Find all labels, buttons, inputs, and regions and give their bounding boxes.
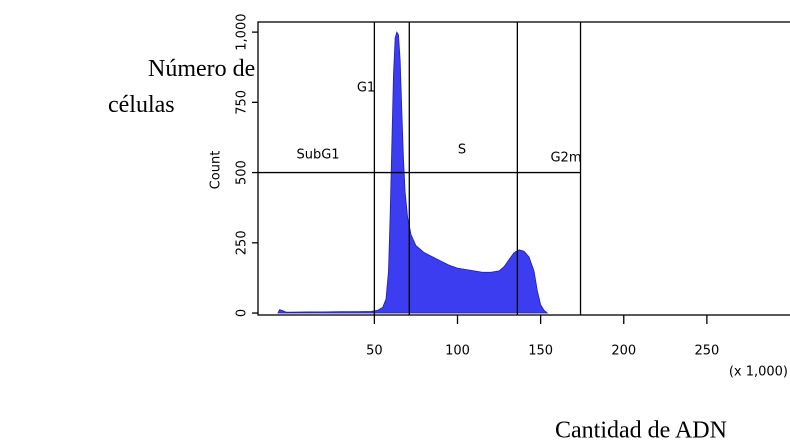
y-tick-label: 250 — [235, 230, 250, 255]
gate-label: G2m — [550, 151, 581, 166]
x-tick-label: 50 — [366, 344, 383, 359]
y-tick-label: 1,000 — [235, 14, 250, 51]
plot-frame — [257, 21, 790, 316]
y-tick-label: 0 — [235, 309, 250, 317]
x-tick-label: 150 — [528, 344, 553, 359]
outer-y-label: Número de células — [108, 56, 255, 118]
x-tick-label: 250 — [694, 344, 719, 359]
x-tick-label: 200 — [611, 344, 636, 359]
y-axis-label: Count — [209, 151, 224, 190]
histogram-area — [277, 31, 549, 314]
gate-label: S — [458, 143, 466, 158]
gate-label: G1 — [357, 81, 375, 96]
y-tick-label: 500 — [235, 160, 250, 185]
x-multiplier: (x 1,000) — [729, 365, 788, 380]
outer-x-label: Cantidad de ADN — [555, 418, 727, 444]
y-tick-label: 750 — [235, 90, 250, 115]
x-tick-label: 100 — [445, 344, 470, 359]
gate-label: SubG1 — [296, 148, 339, 163]
